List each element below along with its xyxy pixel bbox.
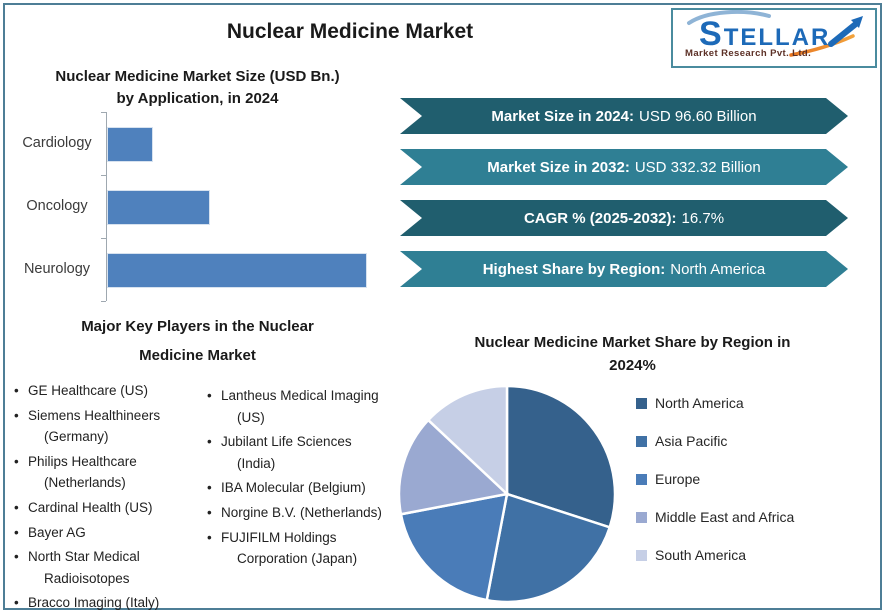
bar-category-label: Cardiology xyxy=(22,134,92,151)
legend-swatch-icon xyxy=(636,397,647,409)
key-player-item: • Philips Healthcare (Netherlands) xyxy=(14,451,204,494)
bar-row-oncology: Oncology xyxy=(12,175,384,238)
legend-swatch-icon xyxy=(636,473,647,485)
stat-banner-3: CAGR % (2025-2032): 16.7% xyxy=(400,200,848,236)
key-player-name: North Star Medical Radioisotopes xyxy=(28,549,140,586)
bullet-icon: • xyxy=(207,434,212,450)
banner-value: USD 332.32 Billion xyxy=(634,158,761,176)
bullet-icon: • xyxy=(207,504,212,520)
key-player-name: Cardinal Health (US) xyxy=(28,499,153,515)
legend-label: North America xyxy=(655,395,744,411)
legend-label: Asia Pacific xyxy=(655,433,728,449)
bar-category-label: Oncology xyxy=(26,197,88,214)
legend-item: South America xyxy=(636,547,794,563)
pie-chart-svg xyxy=(397,384,617,604)
bar-oncology xyxy=(107,190,210,225)
legend-label: Middle East and Africa xyxy=(655,509,795,525)
stat-banner-4: Highest Share by Region: North America xyxy=(400,251,848,287)
key-player-name: Lantheus Medical Imaging (US) xyxy=(221,388,379,425)
key-player-item: • Norgine B.V. (Netherlands) xyxy=(207,502,387,524)
stat-banner-2: Market Size in 2032: USD 332.32 Billion xyxy=(400,149,848,185)
bullet-icon: • xyxy=(14,524,19,540)
key-player-item: • Siemens Healthineers (Germany) xyxy=(14,405,204,448)
banner-label: Market Size in 2032: xyxy=(487,158,630,176)
key-players-heading: Major Key Players in the Nuclear Medicin… xyxy=(81,318,314,364)
key-player-name: IBA Molecular (Belgium) xyxy=(221,480,366,496)
pie-slice-south-america xyxy=(426,384,509,497)
bullet-icon: • xyxy=(14,383,19,398)
legend-item: Europe xyxy=(636,471,794,487)
axis-tick xyxy=(101,301,106,302)
bullet-icon: • xyxy=(14,549,19,565)
bullet-icon: • xyxy=(14,453,19,469)
logo-subtitle: Market Research Pvt. Ltd. xyxy=(685,48,812,59)
bullet-icon: • xyxy=(14,595,19,611)
bar-neurology xyxy=(107,253,367,288)
key-players-column-1: • GE Healthcare (US) • Siemens Healthineers… xyxy=(14,380,204,613)
bar-chart: Cardiology Oncology Neurology xyxy=(12,112,384,302)
stat-banner-1: Market Size in 2024: USD 96.60 Billion xyxy=(400,98,848,134)
stellar-logo: STELLAR Market Research Pvt. Ltd. xyxy=(671,8,877,68)
pie-chart xyxy=(393,380,621,608)
key-player-item: • Bracco Imaging (Italy) xyxy=(14,592,204,613)
legend-swatch-icon xyxy=(636,511,647,523)
key-player-item: • North Star Medical Radioisotopes xyxy=(14,546,204,589)
legend-label: South America xyxy=(655,547,747,563)
key-player-name: Philips Healthcare (Netherlands) xyxy=(28,453,137,491)
banner-label: CAGR % (2025-2032): xyxy=(523,209,677,227)
legend-item: North America xyxy=(636,395,794,411)
key-player-item: • Bayer AG xyxy=(14,522,204,544)
key-player-item: • GE Healthcare (US) xyxy=(14,380,204,402)
bullet-icon: • xyxy=(14,407,19,423)
key-player-name: Bayer AG xyxy=(28,524,86,540)
bar-category-label: Neurology xyxy=(23,260,91,277)
banner-label: Market Size in 2024: xyxy=(491,107,634,125)
banner-value: USD 96.60 Billion xyxy=(639,107,757,125)
axis-tick xyxy=(101,112,106,113)
bullet-icon: • xyxy=(207,529,212,545)
bullet-icon: • xyxy=(207,480,212,496)
axis-tick xyxy=(101,238,106,239)
key-player-item: • IBA Molecular (Belgium) xyxy=(207,477,387,499)
bar-cardiology xyxy=(107,127,153,162)
page-title: Nuclear Medicine Market xyxy=(226,20,474,43)
key-player-name: Siemens Healthineers (Germany) xyxy=(28,407,161,445)
legend-swatch-icon xyxy=(636,435,647,447)
key-player-name: Norgine B.V. (Netherlands) xyxy=(221,504,382,520)
key-player-item: • Cardinal Health (US) xyxy=(14,497,204,519)
banner-value: 16.7% xyxy=(681,209,725,227)
key-player-name: FUJIFILM Holdings Corporation (Japan) xyxy=(221,529,358,567)
pie-legend: North America Asia Pacific Europe Middle Ea… xyxy=(636,395,795,586)
legend-item: Middle East and Africa xyxy=(636,509,795,525)
bullet-icon: • xyxy=(14,499,19,515)
key-player-name: Jubilant Life Sciences (India) xyxy=(221,434,352,471)
pie-slice-europe xyxy=(399,492,509,602)
legend-swatch-icon xyxy=(636,549,647,561)
pie-chart-title: Nuclear Medicine Market Share by Region … xyxy=(474,334,791,374)
bar-row-cardiology: Cardiology xyxy=(12,112,384,175)
pie-slice-asia-pacific xyxy=(485,492,612,604)
bar-chart-axis xyxy=(106,112,107,301)
key-players-column-2: • Lantheus Medical Imaging (US) • Jubilant … xyxy=(207,385,387,573)
banner-label: Highest Share by Region: xyxy=(482,260,666,278)
bullet-icon: • xyxy=(207,388,212,403)
key-player-item: • FUJIFILM Holdings Corporation (Japan) xyxy=(207,527,387,570)
banner-value: North America xyxy=(670,260,766,278)
key-player-name: GE Healthcare (US) xyxy=(28,383,149,398)
pie-slice-middle-east-and-africa xyxy=(397,418,510,516)
legend-label: Europe xyxy=(655,471,701,487)
logo-brand-text: STELLAR xyxy=(699,15,831,53)
key-player-name: Bracco Imaging (Italy) xyxy=(28,595,160,611)
legend-item: Asia Pacific xyxy=(636,433,794,449)
key-player-item: • Jubilant Life Sciences (India) xyxy=(207,431,387,474)
bar-chart-title: Nuclear Medicine Market Size (USD Bn.) b… xyxy=(55,68,340,107)
pie-slice-north-america xyxy=(505,384,617,529)
bar-row-neurology: Neurology xyxy=(12,238,384,301)
key-player-item: • Lantheus Medical Imaging (US) xyxy=(207,385,387,428)
axis-tick xyxy=(101,175,106,176)
